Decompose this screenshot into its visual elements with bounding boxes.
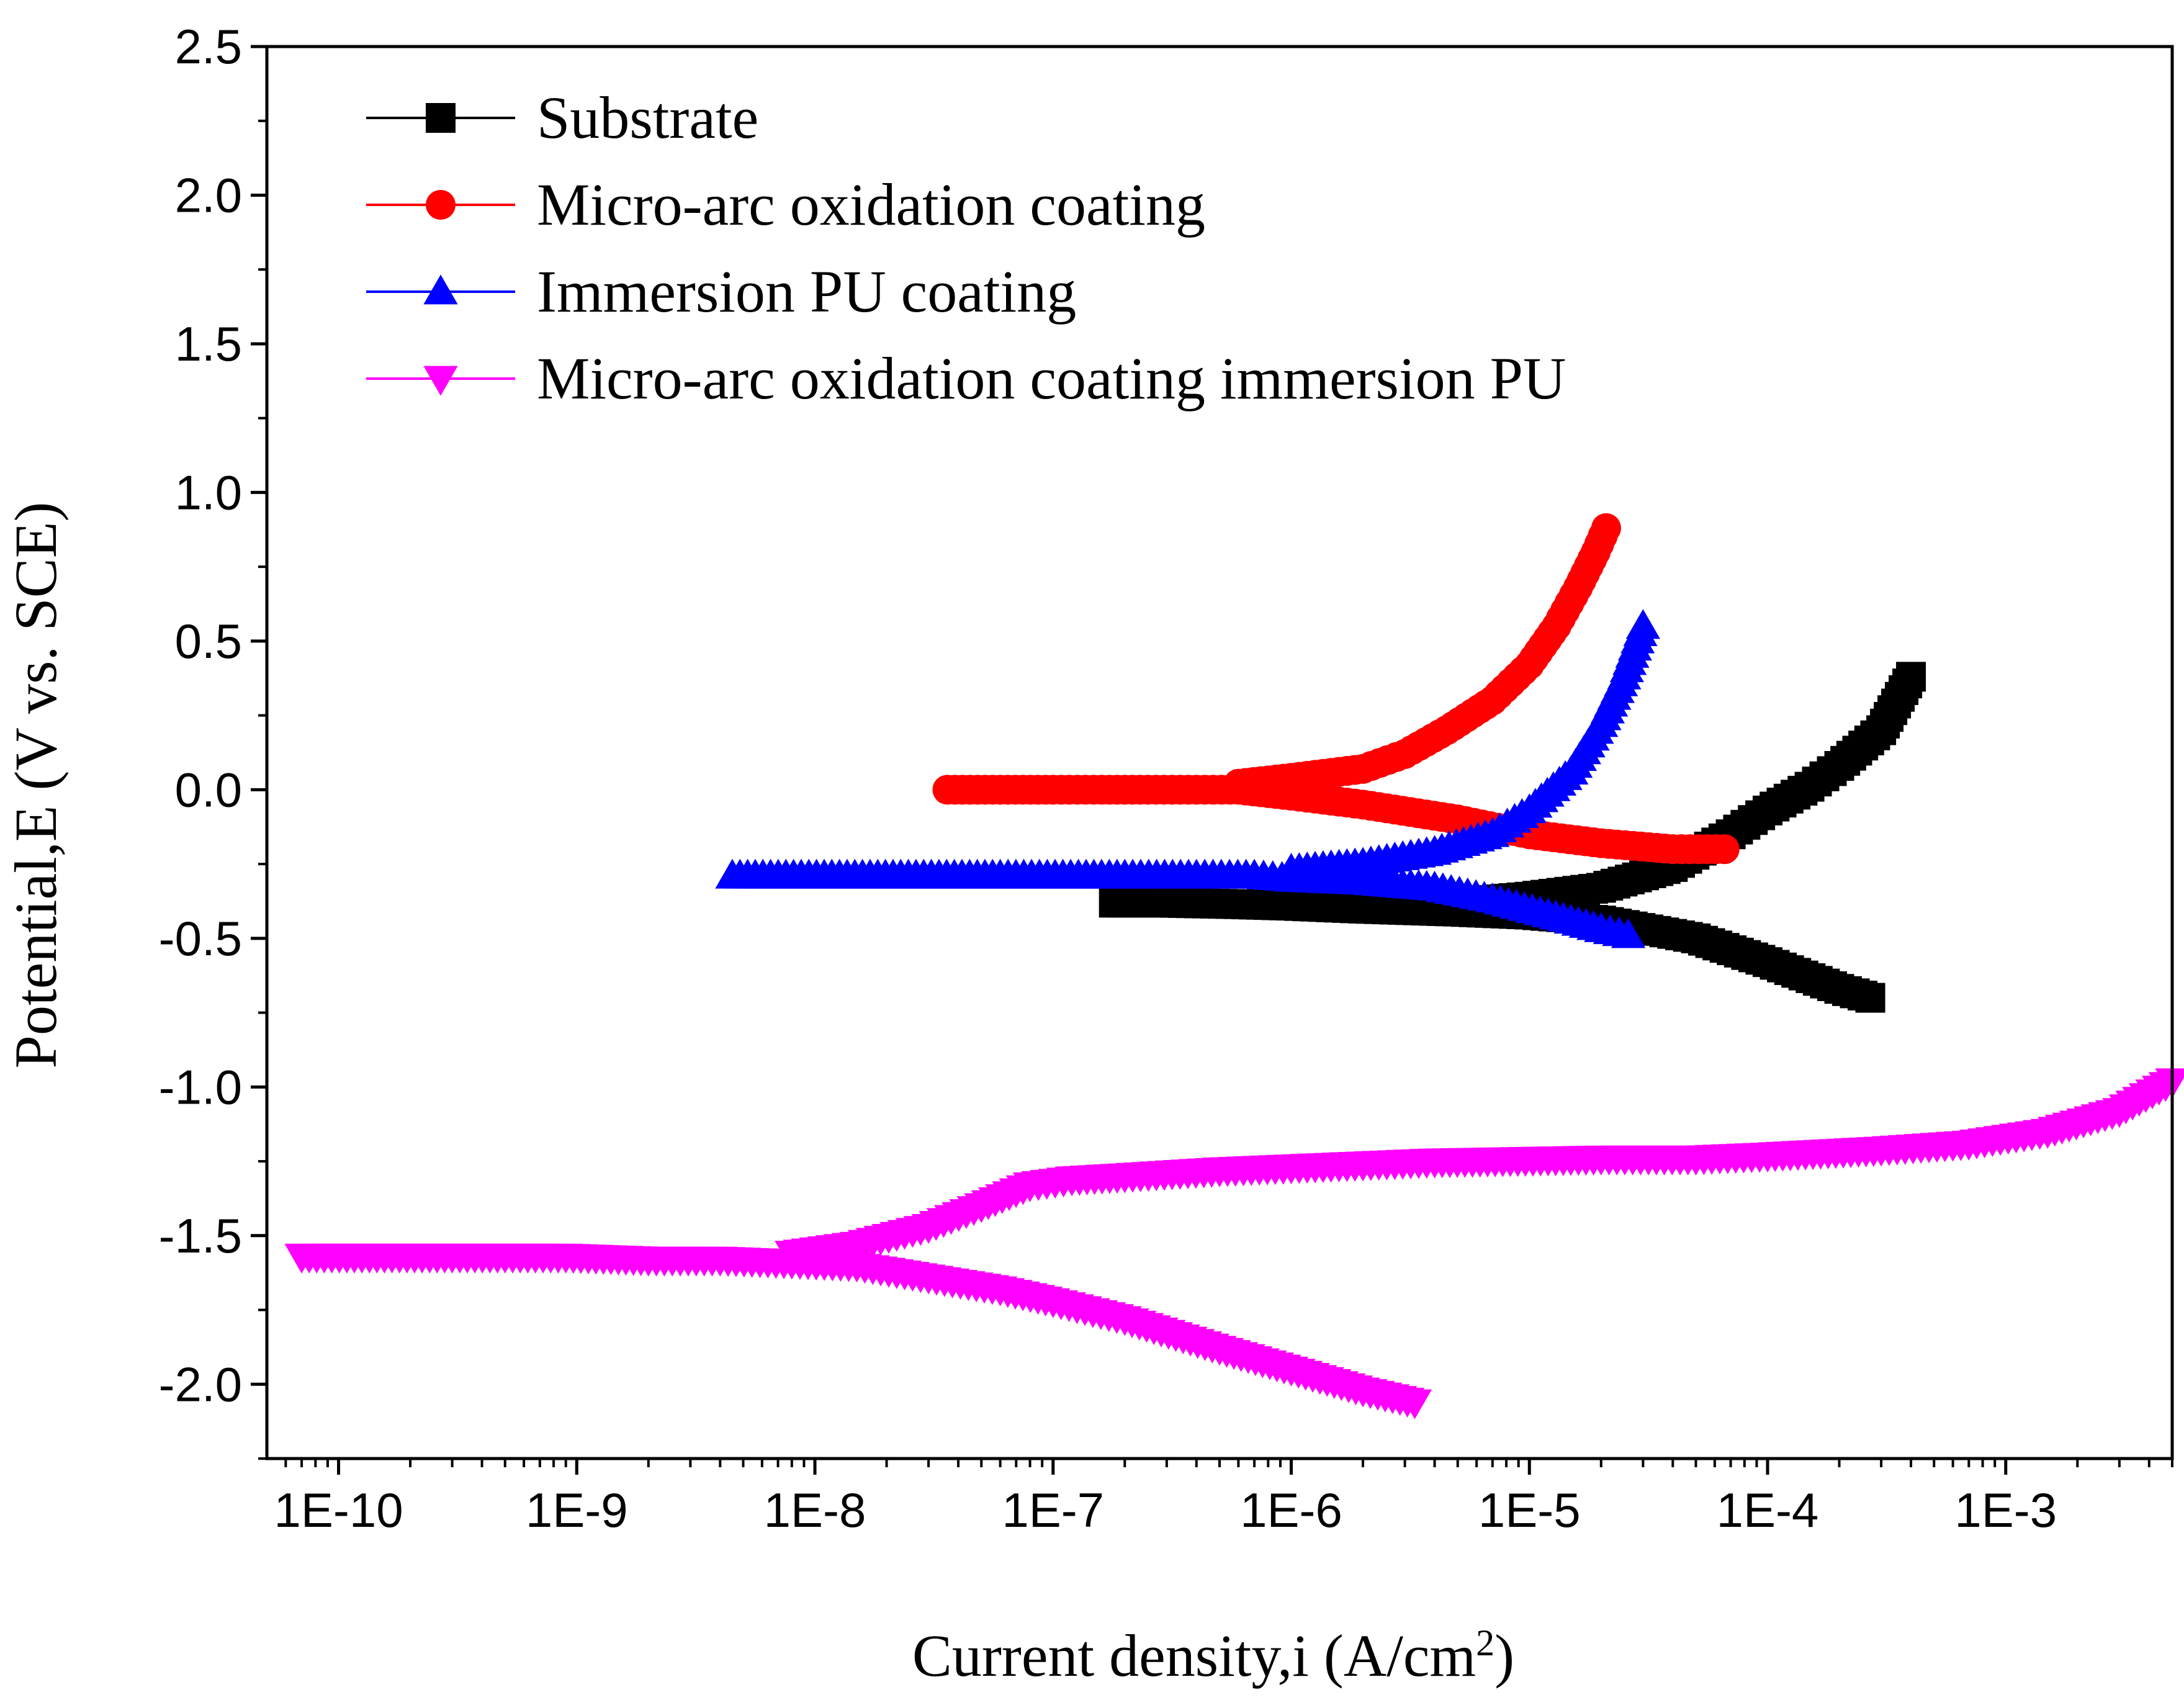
- x-axis-title-superscript: 2: [1476, 1622, 1494, 1663]
- series-1-branch-1-markers: [1223, 513, 1621, 799]
- series-2-branch-0-markers: [715, 858, 1646, 948]
- y-tick-label: 1.0: [175, 465, 242, 519]
- x-tick-label: 1E-6: [1240, 1483, 1342, 1537]
- legend-label: Micro-arc oxidation coating immersion PU: [537, 345, 1566, 412]
- y-tick-label: 0.5: [175, 614, 242, 668]
- y-tick-label: -0.5: [159, 911, 242, 966]
- series-3-branch-1-markers: [775, 1068, 2184, 1271]
- legend-marker: [426, 190, 456, 220]
- data-point: [1591, 513, 1621, 543]
- data-point: [1855, 983, 1885, 1013]
- series-3: [284, 1068, 2184, 1419]
- data-point: [1709, 834, 1740, 865]
- x-tick-label: 1E-5: [1478, 1483, 1581, 1537]
- y-tick-label: -1.0: [159, 1059, 242, 1114]
- legend-item-2: Immersion PU coating: [366, 258, 1076, 325]
- y-axis-title: Potential,E (V vs. SCE): [2, 502, 69, 1069]
- legend-marker: [423, 366, 458, 396]
- x-axis-title-main: Current density,i (A/cm: [912, 1622, 1476, 1689]
- legend-label: Immersion PU coating: [537, 258, 1076, 325]
- data-point: [1625, 609, 1660, 639]
- x-tick-label: 1E-7: [1002, 1483, 1104, 1537]
- legend-marker: [423, 274, 458, 305]
- legend-item-0: Substrate: [366, 84, 758, 151]
- data-point: [2155, 1068, 2184, 1099]
- x-tick-label: 1E-3: [1954, 1483, 2057, 1537]
- x-tick-label: 1E-8: [764, 1483, 866, 1537]
- data-point: [1896, 662, 1926, 692]
- series-2: [715, 609, 1660, 948]
- legend-item-3: Micro-arc oxidation coating immersion PU: [366, 345, 1566, 412]
- legend-label: Substrate: [537, 84, 758, 151]
- legend-label: Micro-arc oxidation coating: [537, 171, 1205, 238]
- x-tick-label: 1E-10: [274, 1483, 403, 1537]
- y-tick-label: 2.5: [175, 19, 242, 74]
- x-tick-label: 1E-4: [1717, 1483, 1819, 1537]
- y-tick-label: 2.0: [175, 168, 242, 222]
- axes-layer: 2.5 2.0 1.5 1.0 0.5 0.0 -0.5 -1.0 -1.5 -2.0 1E-10 1…: [159, 19, 2174, 1537]
- x-axis-title: Current density,i (A/cm2): [912, 1622, 1514, 1689]
- y-tick-label: 1.5: [175, 317, 242, 371]
- legend-marker: [426, 103, 456, 133]
- series-2-branch-1-markers: [1274, 609, 1660, 883]
- y-tick-label: -1.5: [159, 1208, 242, 1263]
- legend: Substrate Micro-arc oxidation coating Imme…: [366, 84, 1566, 412]
- y-tick-label: 0.0: [175, 762, 242, 817]
- series-layer: [284, 513, 2184, 1419]
- x-axis-title-end: ): [1494, 1622, 1514, 1689]
- legend-item-1: Micro-arc oxidation coating: [366, 171, 1205, 238]
- data-point: [1397, 1389, 1432, 1419]
- data-point: [1611, 918, 1646, 948]
- y-tick-label: -2.0: [159, 1357, 242, 1411]
- x-tick-label: 1E-9: [526, 1483, 628, 1537]
